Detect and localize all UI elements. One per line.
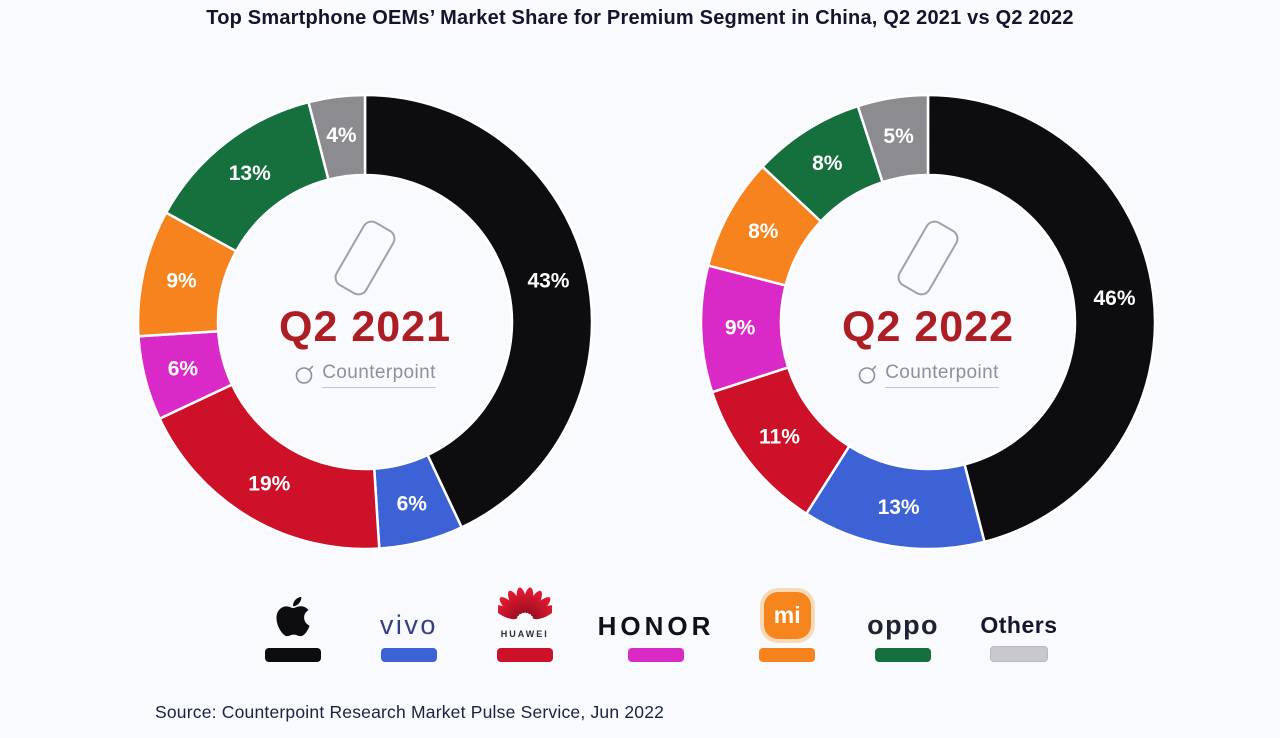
- oppo-wordmark: oppo: [867, 610, 940, 640]
- slice-label-vivo: 13%: [878, 496, 920, 519]
- vivo-wordmark: vivo: [379, 610, 438, 640]
- honor-wordmark: HONOR: [597, 611, 715, 641]
- slice-apple-q2-2021: [363, 93, 594, 529]
- legend-item-huawei: HUAWEI: [482, 584, 568, 662]
- source-citation: Source: Counterpoint Research Market Pul…: [155, 702, 665, 722]
- legend-bar-apple: [265, 648, 321, 662]
- legend: vivo: [250, 584, 1062, 662]
- slice-label-apple: 46%: [1094, 287, 1136, 310]
- apple-logo-icon: [276, 596, 310, 637]
- legend-bar-honor: [627, 648, 684, 662]
- huawei-flower-icon: [497, 587, 552, 620]
- legend-bar-oppo: [875, 648, 932, 662]
- slice-label-honor: 9%: [725, 316, 756, 339]
- slice-label-xiaomi: 9%: [166, 269, 197, 292]
- donut-ring-q2-2021: 43% 6% 19% 6% 9% 13% 4%: [136, 93, 594, 551]
- others-label: Others: [980, 612, 1058, 638]
- legend-bar-huawei: [496, 648, 553, 662]
- slice-others-q2-2022: [856, 93, 930, 184]
- slice-huawei-q2-2021: [158, 383, 381, 551]
- xiaomi-mi-logo: mi: [763, 592, 811, 639]
- mi-logo-text: mi: [773, 602, 801, 628]
- slice-others-q2-2021: [307, 93, 367, 181]
- slice-label-huawei: 19%: [248, 472, 290, 495]
- legend-item-xiaomi: mi: [744, 584, 830, 662]
- slice-label-others: 5%: [883, 125, 914, 148]
- slice-label-honor: 6%: [168, 357, 199, 380]
- slice-label-oppo: 13%: [229, 162, 271, 185]
- legend-bar-vivo: [380, 648, 437, 662]
- legend-item-others: Others: [976, 584, 1062, 662]
- slice-label-vivo: 6%: [397, 493, 428, 516]
- legend-item-honor: HONOR: [598, 584, 715, 662]
- slice-apple-q2-2022: [926, 93, 1157, 544]
- legend-item-oppo: oppo: [860, 584, 946, 662]
- donut-chart-q2-2022: 46% 13% 11% 9% 8% 8% 5% Q2 2022 Counterpoint: [688, 82, 1168, 562]
- donut-chart-q2-2021: 43% 6% 19% 6% 9% 13% 4% Q2 2021 Counterpoint: [125, 82, 605, 562]
- legend-item-apple: [250, 584, 336, 662]
- page-title: Top Smartphone OEMs’ Market Share for Pr…: [206, 7, 1074, 29]
- slice-label-huawei: 11%: [759, 426, 800, 449]
- huawei-logo: HUAWEI: [497, 585, 552, 639]
- slice-label-apple: 43%: [527, 269, 569, 292]
- huawei-wordmark: HUAWEI: [500, 629, 549, 639]
- legend-bar-xiaomi: [759, 648, 816, 662]
- legend-bar-others: [989, 646, 1048, 662]
- slice-label-oppo: 8%: [812, 152, 843, 175]
- donut-ring-q2-2022: 46% 13% 11% 9% 8% 8% 5%: [699, 93, 1157, 551]
- slice-label-xiaomi: 8%: [748, 220, 779, 243]
- slice-label-others: 4%: [326, 124, 357, 147]
- legend-item-vivo: vivo: [366, 584, 452, 662]
